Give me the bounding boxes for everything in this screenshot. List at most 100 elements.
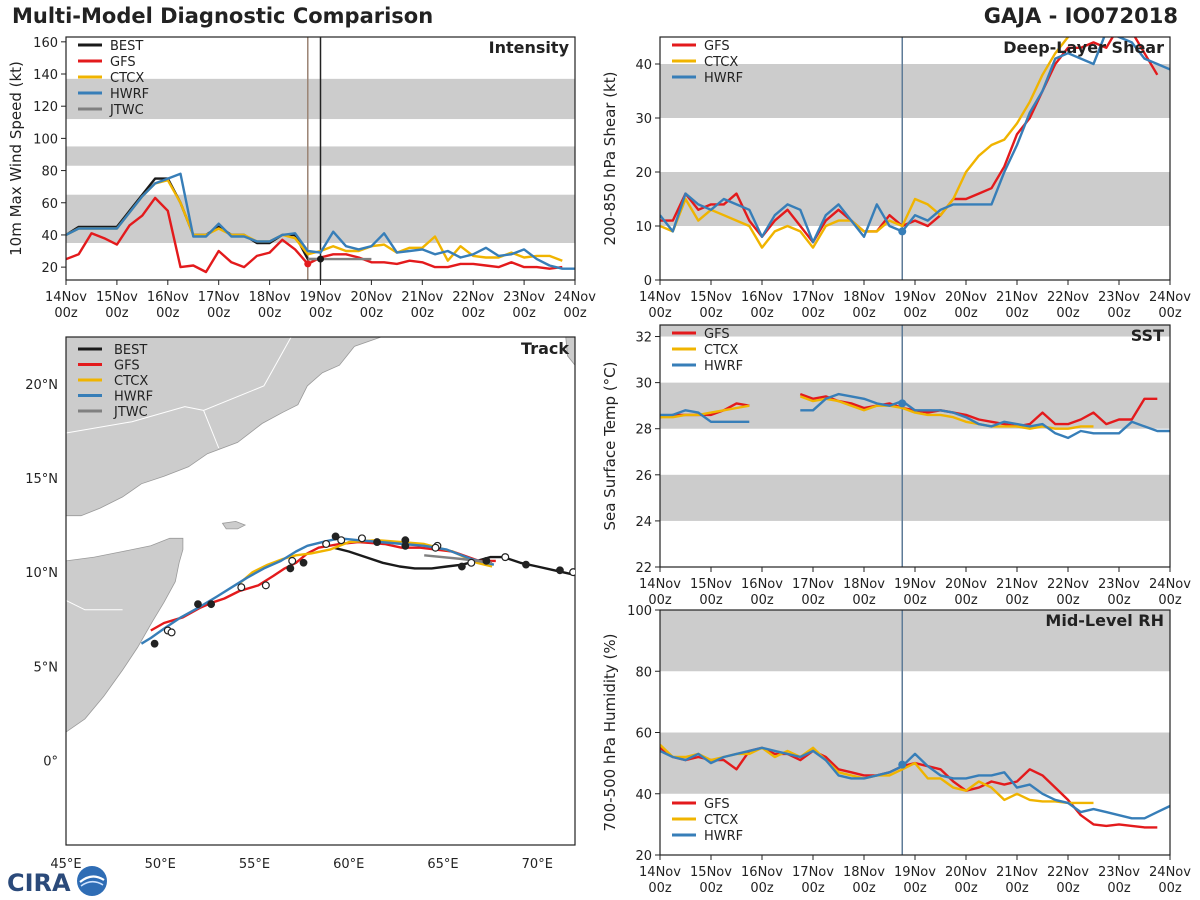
rh-ytick-label: 40 [635, 788, 652, 803]
intensity-xtick-label: 23Nov [503, 290, 545, 305]
sst-xtick-sublabel: 00z [852, 593, 876, 608]
intensity-legend-label-best: BEST [110, 39, 143, 54]
track-marker-filled [522, 560, 530, 569]
track-marker-open [467, 558, 476, 567]
rh-xtick-sublabel: 00z [699, 881, 723, 896]
shear-xtick-sublabel: 00z [852, 306, 876, 321]
rh-xtick-label: 17Nov [792, 865, 834, 880]
sst-legend-label-gfs: GFS [704, 327, 730, 342]
track-xtick-label: 55°E [239, 857, 270, 872]
intensity-xtick-label: 16Nov [147, 290, 189, 305]
intensity-xtick-sublabel: 00z [512, 306, 536, 321]
intensity-xtick-label: 18Nov [249, 290, 291, 305]
shear-analysis-marker [898, 227, 907, 236]
intensity-marker-gfs [304, 260, 312, 268]
sst-xtick-label: 19Nov [894, 577, 936, 592]
intensity-xtick-label: 17Nov [198, 290, 240, 305]
track-marker-filled [457, 562, 466, 571]
shear-xtick-label: 15Nov [690, 290, 732, 305]
border-ethiopia-somalia [66, 599, 123, 611]
intensity-xtick-sublabel: 00z [258, 306, 282, 321]
track-xtick-label: 45°E [50, 857, 81, 872]
intensity-legend-label-ctcx: CTCX [110, 71, 144, 86]
track-marker-open [322, 539, 331, 548]
intensity-panel: 2040608010012014016014Nov00z15Nov00z16No… [7, 36, 596, 321]
intensity-marker-best [317, 255, 324, 263]
shear-xtick-sublabel: 00z [1056, 306, 1080, 321]
rh-legend-label-ctcx: CTCX [704, 813, 738, 828]
intensity-xtick-sublabel: 00z [105, 306, 129, 321]
shear-panel: 01020304014Nov00z15Nov00z16Nov00z17Nov00… [601, 36, 1191, 321]
shear-ytick-label: 40 [635, 58, 652, 73]
sst-series-hwrf-1 [800, 392, 1170, 440]
intensity-ytick-label: 100 [33, 132, 58, 147]
rh-xtick-sublabel: 00z [903, 881, 927, 896]
rh-xtick-label: 23Nov [1098, 865, 1140, 880]
track-marker-filled [401, 541, 410, 550]
india-coast-land [565, 337, 575, 366]
sst-xtick-sublabel: 00z [1056, 593, 1080, 608]
rh-series-hwrf-0 [660, 746, 1170, 820]
shear-xtick-sublabel: 00z [954, 306, 978, 321]
rh-xtick-sublabel: 00z [750, 881, 774, 896]
track-marker-filled [150, 639, 159, 648]
intensity-xtick-sublabel: 00z [207, 306, 231, 321]
rh-analysis-marker [898, 760, 907, 769]
storm-id-title: GAJA - IO072018 [983, 4, 1178, 28]
intensity-xtick-sublabel: 00z [156, 306, 180, 321]
track-xtick-label: 65°E [427, 857, 458, 872]
track-legend-label-hwrf: HWRF [114, 390, 153, 405]
track-legend-label-best: BEST [114, 343, 147, 358]
intensity-xtick-sublabel: 00z [360, 306, 384, 321]
arabian-peninsula-land [66, 337, 383, 517]
shear-xtick-sublabel: 00z [1158, 306, 1182, 321]
rh-xtick-sublabel: 00z [954, 881, 978, 896]
rh-xtick-label: 19Nov [894, 865, 936, 880]
shear-xtick-label: 18Nov [843, 290, 885, 305]
shear-legend-label-ctcx: CTCX [704, 55, 738, 70]
sst-title: SST [1131, 326, 1164, 345]
intensity-xtick-sublabel: 00z [309, 306, 333, 321]
track-marker-filled [299, 558, 308, 567]
shear-xtick-label: 23Nov [1098, 290, 1140, 305]
track-marker-filled [373, 538, 381, 546]
shear-xtick-label: 17Nov [792, 290, 834, 305]
sst-xtick-label: 15Nov [690, 577, 732, 592]
sst-xtick-label: 20Nov [945, 577, 987, 592]
horn-of-africa-land [66, 537, 184, 733]
shear-series-hwrf-0 [660, 37, 1170, 244]
sst-xtick-label: 14Nov [639, 577, 681, 592]
rh-xtick-label: 21Nov [996, 865, 1038, 880]
track-marker-open [357, 534, 366, 543]
intensity-xtick-label: 20Nov [350, 290, 392, 305]
sst-band-2 [660, 325, 1170, 337]
shear-ytick-label: 30 [635, 112, 652, 127]
track-marker-open [167, 628, 176, 637]
shear-xtick-label: 22Nov [1047, 290, 1089, 305]
shear-title: Deep-Layer Shear [1003, 38, 1164, 57]
rh-legend-label-hwrf: HWRF [704, 829, 743, 844]
rh-xtick-sublabel: 00z [801, 881, 825, 896]
track-marker-filled [556, 566, 564, 575]
track-ytick-label: 0° [43, 754, 58, 769]
sst-series-gfs-1 [799, 392, 1158, 428]
track-marker-filled [207, 600, 216, 609]
socotra-island [221, 520, 247, 530]
shear-xtick-label: 19Nov [894, 290, 936, 305]
intensity-ytick-label: 60 [41, 197, 58, 212]
land-layer [66, 337, 575, 733]
track-ytick-label: 15°N [25, 472, 58, 487]
shear-xtick-sublabel: 00z [903, 306, 927, 321]
track-hwrf [140, 537, 495, 645]
sst-xtick-sublabel: 00z [648, 593, 672, 608]
shear-ytick-label: 10 [635, 220, 652, 235]
intensity-ytick-label: 140 [33, 68, 58, 83]
track-legend-label-jtwc: JTWC [113, 405, 148, 420]
shear-legend-label-hwrf: HWRF [704, 71, 743, 86]
sst-ytick-label: 30 [635, 377, 652, 392]
track-xtick-label: 70°E [522, 857, 553, 872]
track-marker-open [288, 556, 297, 565]
track-ytick-label: 10°N [25, 566, 58, 581]
sst-band-0 [660, 474, 1170, 521]
